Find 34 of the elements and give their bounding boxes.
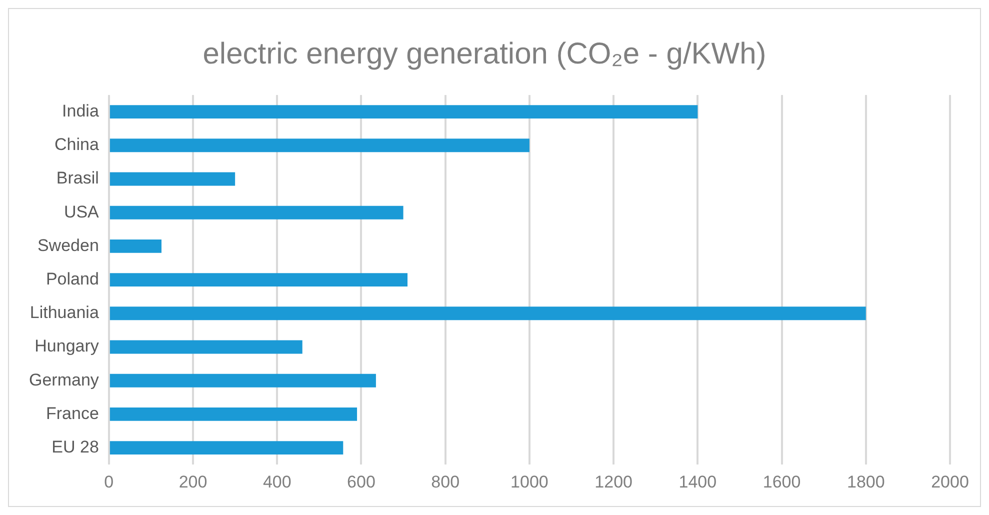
- x-tick-label: 1000: [510, 472, 548, 492]
- y-tick-label: Brasil: [56, 168, 99, 188]
- y-tick-label: Sweden: [37, 236, 99, 255]
- x-tick-label: 1600: [762, 472, 801, 492]
- bar: [110, 340, 302, 354]
- y-tick-label: France: [46, 404, 99, 423]
- x-tick-label: 400: [262, 472, 292, 492]
- chart-title: electric energy generation (CO₂e - g/KWh): [202, 37, 766, 70]
- y-tick-label: Hungary: [34, 336, 100, 356]
- bar: [110, 441, 344, 455]
- x-tick-label: 800: [431, 472, 460, 492]
- bar: [110, 273, 408, 287]
- bar: [110, 239, 162, 253]
- y-tick-label: China: [54, 135, 100, 154]
- bar: [110, 407, 358, 421]
- y-tick-label: Lithuania: [30, 303, 100, 322]
- y-tick-label: USA: [64, 202, 100, 222]
- bar: [110, 206, 404, 220]
- bar: [110, 172, 236, 186]
- x-tick-label: 2000: [931, 472, 969, 492]
- bar: [110, 306, 866, 320]
- x-tick-label: 0: [104, 472, 114, 492]
- y-tick-label: Germany: [28, 370, 100, 390]
- bar: [110, 138, 530, 152]
- y-tick-label: EU 28: [52, 437, 99, 456]
- x-tick-label: 1400: [678, 472, 717, 492]
- x-tick-label: 600: [347, 472, 376, 492]
- x-tick-label: 1800: [846, 472, 885, 492]
- y-tick-label: India: [62, 101, 100, 120]
- y-tick-label: Poland: [46, 269, 99, 288]
- bar: [110, 105, 698, 119]
- x-tick-label: 200: [178, 472, 208, 492]
- bar: [110, 374, 376, 388]
- x-tick-label: 1200: [594, 472, 632, 492]
